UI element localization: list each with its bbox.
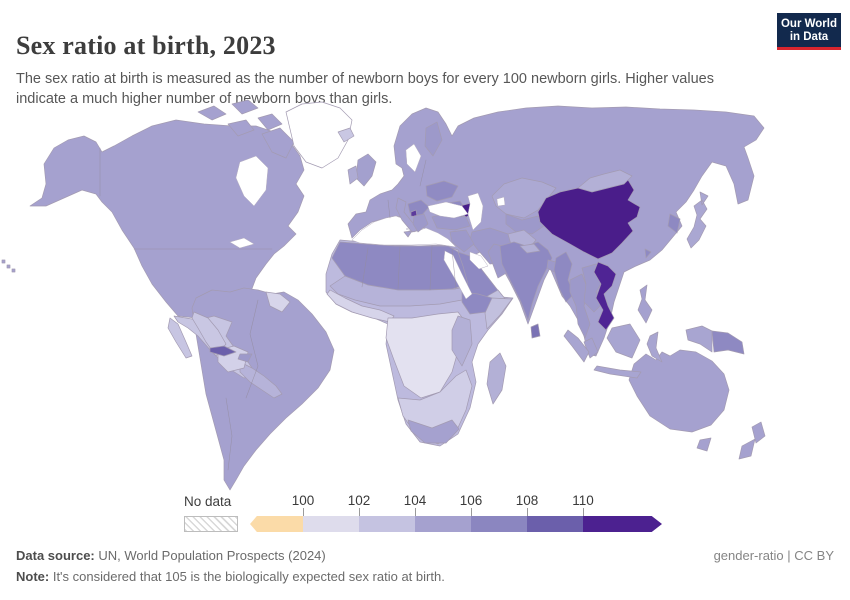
country-hispaniola[interactable] [237, 353, 253, 363]
note-text: It's considered that 105 is the biologic… [49, 569, 445, 584]
data-source-text: UN, World Population Prospects (2024) [94, 548, 326, 563]
chart-subtitle: The sex ratio at birth is measured as th… [16, 70, 714, 107]
legend-segment-under-100[interactable] [250, 516, 303, 532]
owid-logo-line1: Our World [780, 18, 837, 30]
country-papua-new-guinea[interactable] [711, 330, 745, 355]
country-indonesia-papua[interactable] [685, 325, 713, 353]
sea-red-sea [443, 250, 473, 300]
country-sri-lanka[interactable] [530, 323, 541, 339]
legend-tick-104: 104 [403, 493, 427, 508]
country-somalia[interactable] [484, 297, 513, 330]
country-korea[interactable] [667, 213, 681, 234]
legend-tick-106: 106 [459, 493, 483, 508]
sea-persian-gulf [469, 251, 489, 270]
legend-no-data-label: No data [184, 494, 232, 509]
country-north-america[interactable] [29, 119, 305, 339]
legend-tickmark [527, 508, 528, 516]
page-title: Sex ratio at birth, 2023 [16, 31, 276, 61]
legend-segment-106-108[interactable] [471, 516, 527, 532]
country-new-zealand-north[interactable] [751, 421, 766, 444]
country-greece[interactable] [412, 213, 429, 233]
sea-aral [496, 196, 506, 207]
legend-tick-102: 102 [347, 493, 371, 508]
legend-tickmark [471, 508, 472, 516]
data-source-line: Data source: UN, World Population Prospe… [16, 548, 326, 563]
country-australia[interactable] [628, 349, 730, 433]
country-guyana[interactable] [265, 291, 291, 313]
country-ukraine[interactable] [425, 180, 459, 202]
owid-logo-accent-bar [777, 47, 841, 50]
sea-great-lakes [229, 237, 255, 249]
country-ireland[interactable] [347, 165, 359, 185]
country-taiwan[interactable] [644, 248, 652, 259]
country-philippines[interactable] [637, 284, 653, 324]
country-east-africa[interactable] [451, 315, 473, 367]
country-madagascar[interactable] [486, 352, 507, 405]
legend-segment-108-110[interactable] [527, 516, 583, 532]
country-central-asia[interactable] [505, 213, 545, 235]
country-indonesia-sulawesi[interactable] [646, 331, 663, 363]
country-indonesia-java[interactable] [593, 365, 642, 379]
legend-segment-104-106[interactable] [415, 516, 471, 532]
note-line: Note: It's considered that 105 is the bi… [16, 569, 445, 584]
legend-tickmark [583, 508, 584, 516]
legend-no-data-swatch[interactable] [184, 516, 238, 532]
country-central-africa[interactable] [385, 311, 465, 399]
country-iceland[interactable] [337, 127, 355, 143]
owid-logo[interactable]: Our World in Data [777, 13, 841, 49]
country-bangladesh[interactable] [546, 259, 557, 273]
note-label: Note: [16, 569, 50, 584]
legend-segment-102-104[interactable] [359, 516, 415, 532]
legend-segment-over-110[interactable] [583, 516, 662, 532]
legend-tickmark [303, 508, 304, 516]
country-hawaii[interactable] [1, 259, 16, 273]
country-united-kingdom[interactable] [355, 153, 377, 187]
license-text[interactable]: gender-ratio | CC BY [713, 548, 834, 563]
country-indonesia-borneo[interactable] [606, 323, 641, 359]
country-new-zealand-south[interactable] [738, 438, 756, 460]
legend-tick-100: 100 [291, 493, 315, 508]
country-canada-arctic-islands[interactable] [197, 99, 295, 159]
country-nepal[interactable] [519, 243, 541, 254]
legend-tick-110: 110 [572, 493, 594, 508]
owid-logo-line2: in Data [789, 31, 829, 44]
country-finland[interactable] [424, 121, 443, 157]
sea-hudson-bay [235, 155, 269, 207]
sea-baltic [405, 143, 422, 173]
sea-caspian [467, 192, 484, 231]
country-cuba[interactable] [209, 345, 237, 357]
country-mongolia[interactable] [577, 169, 633, 193]
legend-tick-108: 108 [515, 493, 539, 508]
country-indonesia-sumatra[interactable] [563, 329, 590, 363]
country-peru[interactable] [191, 311, 227, 357]
sea-black-sea [427, 201, 469, 219]
legend-tickmark [359, 508, 360, 516]
country-tasmania[interactable] [696, 437, 712, 452]
country-borders [99, 147, 457, 471]
country-vietnam[interactable] [593, 261, 617, 331]
country-japan[interactable] [686, 191, 709, 249]
country-india[interactable] [499, 241, 553, 321]
country-south-africa[interactable] [407, 419, 460, 444]
country-central-america[interactable] [239, 361, 283, 399]
country-iraq-syria[interactable] [449, 229, 475, 253]
country-mexico-baja[interactable] [167, 317, 193, 359]
data-source-label: Data source: [16, 548, 95, 563]
legend-tickmark [415, 508, 416, 516]
legend-segment-100-102[interactable] [303, 516, 359, 532]
